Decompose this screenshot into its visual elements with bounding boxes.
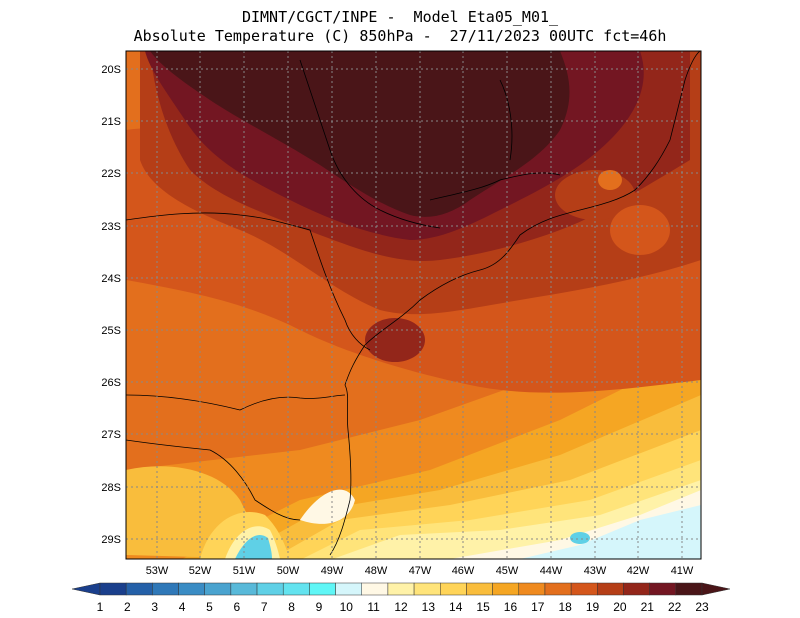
colorbar-swatch xyxy=(256,582,284,596)
lat-label: 27S xyxy=(101,429,121,441)
lon-label: 44W xyxy=(540,565,563,577)
colorbar-swatch xyxy=(125,582,153,596)
colorbar-swatch xyxy=(466,582,493,596)
map-frame xyxy=(125,50,702,560)
colorbar-swatch xyxy=(597,582,624,596)
colorbar-label: 13 xyxy=(422,600,436,614)
lat-label: 24S xyxy=(101,273,121,285)
colorbar-label: 9 xyxy=(316,600,323,614)
colorbar-swatch xyxy=(309,582,336,596)
colorbar-swatch xyxy=(361,582,389,596)
colorbar-left-arrow xyxy=(71,582,101,596)
colorbar-label: 5 xyxy=(206,600,213,614)
latitude-labels: 20S 21S 22S 23S 24S 25S 26S 27S 28S 29S xyxy=(101,64,121,546)
lon-label: 50W xyxy=(277,565,300,577)
colorbar-swatch xyxy=(649,582,677,596)
colorbar-swatch xyxy=(570,582,598,596)
lat-label: 29S xyxy=(101,534,121,546)
colorbar-swatch xyxy=(335,582,362,596)
lon-label: 45W xyxy=(496,565,519,577)
colorbar-label: 18 xyxy=(559,600,573,614)
colorbar-swatch xyxy=(518,582,546,596)
coastline-borders xyxy=(126,51,701,556)
colorbar-label: 4 xyxy=(179,600,186,614)
graticule xyxy=(126,51,701,559)
lon-label: 46W xyxy=(452,565,475,577)
lon-label: 48W xyxy=(365,565,388,577)
colorbar-swatch xyxy=(623,582,650,596)
longitude-labels: 53W 52W 51W 50W 49W 48W 47W 46W 45W 44W … xyxy=(146,565,694,577)
colorbar-swatch xyxy=(440,582,467,596)
colorbar-right-arrow xyxy=(701,582,731,596)
colorbar: 1 2 3 4 5 6 7 8 9 10 11 12 13 14 15 16 17 18 19 20 21 22 23 xyxy=(71,582,731,614)
colorbar-label: 8 xyxy=(288,600,295,614)
colorbar-swatch xyxy=(99,582,127,596)
colorbar-label: 20 xyxy=(613,600,627,614)
lat-label: 28S xyxy=(101,482,121,494)
colorbar-label: 12 xyxy=(394,600,408,614)
colorbar-label: 10 xyxy=(340,600,354,614)
colorbar-swatch xyxy=(492,582,520,596)
lon-label: 43W xyxy=(584,565,607,577)
colorbar-label: 1 xyxy=(97,600,104,614)
colorbar-swatch xyxy=(413,582,441,596)
chart-title-line1: DIMNT/CGCT/INPE - Model Eta05_M01_ xyxy=(241,8,559,26)
colorbar-swatch xyxy=(544,582,572,596)
lon-label: 41W xyxy=(671,565,694,577)
lon-label: 47W xyxy=(409,565,432,577)
colorbar-swatch xyxy=(152,582,179,596)
lat-label: 22S xyxy=(101,168,121,180)
colorbar-swatch xyxy=(178,582,205,596)
lat-label: 25S xyxy=(101,325,121,337)
colorbar-swatch xyxy=(230,582,258,596)
colorbar-swatch xyxy=(204,582,232,596)
lon-label: 42W xyxy=(627,565,650,577)
colorbar-label: 3 xyxy=(151,600,158,614)
colorbar-label: 6 xyxy=(233,600,240,614)
lon-label: 51W xyxy=(233,565,256,577)
lat-label: 26S xyxy=(101,377,121,389)
colorbar-swatch xyxy=(282,582,310,596)
colorbar-label: 21 xyxy=(641,600,655,614)
colorbar-label: 15 xyxy=(476,600,490,614)
colorbar-label: 17 xyxy=(531,600,545,614)
lat-label: 21S xyxy=(101,116,121,128)
colorbar-swatch xyxy=(675,582,703,596)
lon-label: 49W xyxy=(321,565,344,577)
lat-label: 20S xyxy=(101,64,121,76)
colorbar-label: 7 xyxy=(261,600,268,614)
lon-label: 53W xyxy=(146,565,169,577)
colorbar-label: 11 xyxy=(367,600,380,614)
chart-title-line2: Absolute Temperature (C) 850hPa - 27/11/… xyxy=(133,27,667,45)
colorbar-label: 23 xyxy=(695,600,709,614)
colorbar-label: 14 xyxy=(449,600,463,614)
colorbar-label: 16 xyxy=(504,600,518,614)
temperature-field xyxy=(126,51,701,559)
lat-label: 23S xyxy=(101,221,121,233)
colorbar-label: 2 xyxy=(124,600,131,614)
colorbar-label: 22 xyxy=(668,600,682,614)
lon-label: 52W xyxy=(189,565,212,577)
colorbar-swatch xyxy=(387,582,415,596)
colorbar-label: 19 xyxy=(586,600,600,614)
